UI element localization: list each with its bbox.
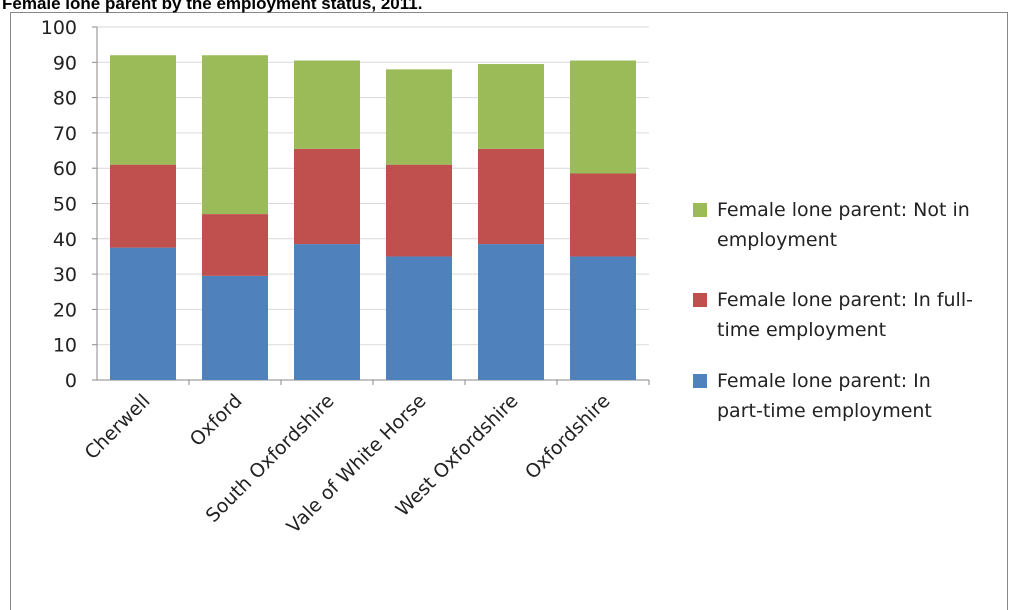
y-tick-label: 0: [65, 370, 77, 392]
bar-segment: [294, 148, 360, 245]
chart-frame: [10, 12, 1008, 610]
bar-segment: [386, 164, 452, 257]
legend-item: Female lone parent: In part-time employm…: [693, 366, 993, 426]
legend-swatch: [693, 293, 707, 307]
legend-swatch: [693, 374, 707, 388]
chart-title: Female lone parent by the employment sta…: [2, 0, 422, 13]
legend-item: Female lone parent: Not in employment: [693, 195, 993, 255]
y-tick-label: 50: [53, 194, 77, 216]
y-tick-label: 60: [53, 158, 77, 180]
legend-label: Female lone parent: In part-time employm…: [717, 370, 932, 422]
y-tick-label: 80: [53, 88, 77, 110]
bar-segment: [202, 214, 268, 276]
y-tick-label: 40: [53, 229, 77, 251]
bar-segment: [478, 148, 544, 245]
bar-segment: [478, 64, 544, 149]
y-tick-label: 20: [53, 299, 77, 321]
y-tick-label: 70: [53, 123, 77, 145]
bar-segment: [110, 164, 176, 248]
y-tick-label: 10: [53, 335, 77, 357]
bar-segment: [570, 256, 636, 380]
x-tick-label: Cherwell: [81, 390, 155, 464]
bar-segment: [202, 55, 268, 215]
y-tick-label: 100: [41, 17, 77, 39]
y-tick-label: 30: [53, 264, 77, 286]
bar-segment: [110, 55, 176, 165]
y-tick-label: 90: [53, 52, 77, 74]
legend-item: Female lone parent: In full-time employm…: [693, 285, 993, 345]
legend-swatch: [693, 203, 707, 217]
bar-segment: [294, 60, 360, 149]
bar-segment: [294, 244, 360, 380]
legend-label: Female lone parent: In full-time employm…: [717, 289, 973, 341]
bar-segment: [570, 173, 636, 257]
bar-segment: [110, 247, 176, 380]
x-tick-label: Oxford: [186, 390, 247, 451]
bar-segment: [386, 69, 452, 165]
bar-segment: [570, 60, 636, 174]
bar-segment: [386, 256, 452, 380]
bar-segment: [202, 275, 268, 380]
legend-label: Female lone parent: Not in employment: [717, 199, 970, 251]
bar-segment: [478, 244, 544, 380]
x-tick-label: Oxfordshire: [521, 390, 615, 484]
